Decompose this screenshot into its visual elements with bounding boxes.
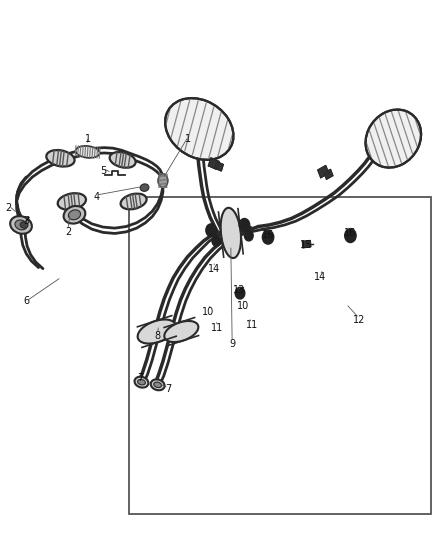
Circle shape — [244, 230, 253, 241]
Text: 2: 2 — [6, 203, 12, 213]
Ellipse shape — [64, 206, 85, 224]
Text: 8: 8 — [155, 331, 161, 341]
Ellipse shape — [15, 220, 27, 230]
Text: 13: 13 — [233, 286, 245, 295]
Text: 11: 11 — [246, 320, 258, 330]
Text: 7: 7 — [166, 384, 172, 394]
Ellipse shape — [20, 222, 28, 228]
Text: 3: 3 — [23, 216, 29, 226]
Text: 1: 1 — [185, 134, 191, 143]
Ellipse shape — [164, 321, 198, 342]
Text: 16: 16 — [262, 230, 274, 239]
Text: 14: 14 — [208, 264, 220, 274]
Ellipse shape — [138, 379, 145, 385]
Circle shape — [239, 219, 250, 231]
Ellipse shape — [151, 379, 165, 390]
Ellipse shape — [165, 98, 233, 160]
Text: 10: 10 — [237, 302, 249, 311]
Ellipse shape — [221, 208, 241, 258]
Circle shape — [212, 236, 221, 246]
Text: 12: 12 — [353, 315, 365, 325]
Ellipse shape — [366, 110, 421, 167]
Text: 10: 10 — [202, 307, 214, 317]
Polygon shape — [303, 240, 311, 248]
Bar — [129, 197, 431, 514]
Ellipse shape — [46, 150, 74, 167]
Ellipse shape — [158, 174, 168, 187]
Ellipse shape — [120, 193, 147, 209]
Ellipse shape — [76, 146, 99, 158]
Text: 5: 5 — [100, 166, 106, 175]
Polygon shape — [215, 161, 223, 171]
Circle shape — [235, 287, 245, 299]
Text: 6: 6 — [23, 296, 29, 306]
Text: 7: 7 — [137, 374, 143, 383]
Text: 15: 15 — [300, 240, 313, 250]
Ellipse shape — [110, 152, 136, 168]
Text: 2: 2 — [65, 227, 71, 237]
Text: 1: 1 — [85, 134, 91, 143]
Polygon shape — [318, 166, 328, 177]
Text: 16: 16 — [344, 228, 357, 238]
Ellipse shape — [58, 193, 86, 210]
Text: 11: 11 — [211, 323, 223, 333]
Polygon shape — [208, 158, 219, 169]
Circle shape — [206, 224, 216, 237]
Ellipse shape — [138, 319, 176, 344]
Polygon shape — [324, 169, 333, 179]
Ellipse shape — [68, 210, 81, 220]
Ellipse shape — [10, 216, 32, 234]
Text: 14: 14 — [314, 272, 326, 282]
Text: 9: 9 — [229, 339, 235, 349]
Ellipse shape — [154, 382, 162, 387]
Circle shape — [345, 229, 356, 243]
Circle shape — [262, 230, 274, 244]
Ellipse shape — [134, 377, 148, 387]
Text: 4: 4 — [93, 192, 99, 202]
Ellipse shape — [140, 184, 149, 191]
